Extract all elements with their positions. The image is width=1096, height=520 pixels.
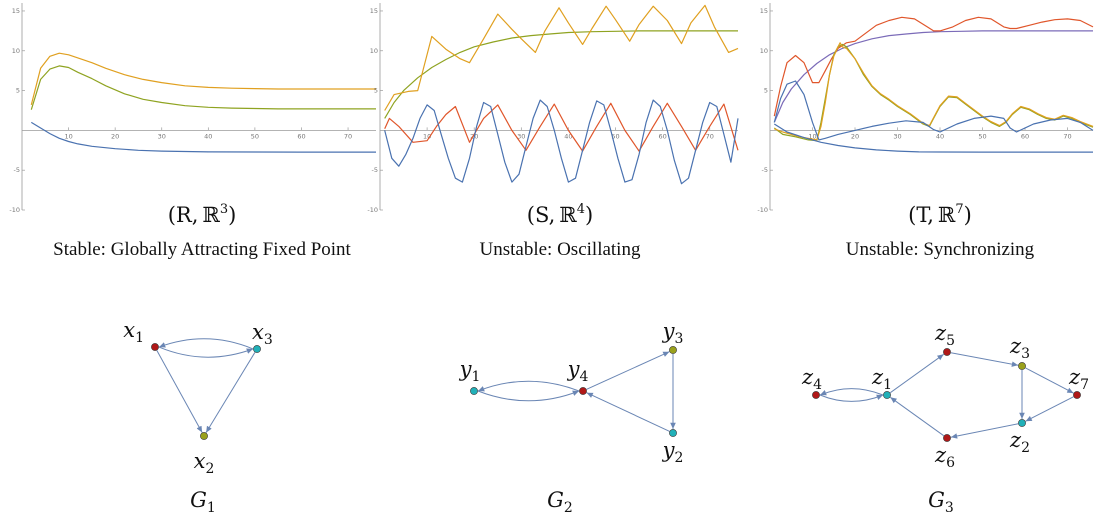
x-tick-label: 30 [893, 132, 901, 140]
edge-y2-y4 [587, 393, 670, 432]
node-y4 [579, 387, 586, 394]
node-label-x2: x2 [194, 449, 215, 477]
y-tick-label: -5 [372, 166, 378, 174]
y-tick-label: -10 [9, 206, 20, 214]
edge-y1-y4 [478, 391, 579, 401]
graph-g1: x1 x3 x2 [123, 318, 273, 477]
series-line-red [385, 103, 738, 151]
series-line-orange [774, 43, 1093, 140]
node-label-z3: z3 [1009, 334, 1030, 362]
series-line-blue [774, 124, 1093, 152]
edge-z3-z7 [1026, 368, 1074, 393]
node-label-x1: x1 [123, 318, 144, 346]
node-label-z4: z4 [801, 365, 822, 393]
graph-label-g1: G1 [190, 488, 216, 516]
edge-z4-z1 [820, 395, 883, 401]
x-tick-label: 40 [204, 132, 212, 140]
node-label-y3: y3 [662, 319, 684, 347]
y-tick-label: -10 [757, 206, 768, 214]
y-tick-label: 10 [12, 47, 20, 55]
edge-z2-z6 [951, 424, 1018, 437]
node-label-y2: y2 [662, 438, 684, 466]
x-tick-label: 70 [1063, 132, 1071, 140]
y-tick-label: -5 [762, 166, 768, 174]
edge-x1-x3 [159, 347, 253, 357]
edge-z1-z5 [890, 354, 943, 392]
x-tick-label: 40 [564, 132, 572, 140]
series-line-orange [31, 53, 376, 105]
x-tick-label: 10 [64, 132, 72, 140]
node-x1 [151, 343, 158, 350]
x-tick-label: 50 [978, 132, 986, 140]
graph-label-g2: G2 [547, 488, 573, 516]
plot-panel-t7: -10 -5 5 10 15 10 20 30 40 50 60 70 [757, 3, 1093, 214]
node-label-y1: y1 [459, 357, 481, 385]
y-tick-label: 5 [16, 87, 20, 95]
node-label-z2: z2 [1009, 428, 1030, 456]
edge-y4-y1 [478, 381, 579, 391]
series-line-olive [385, 31, 738, 119]
node-label-x3: x3 [252, 320, 273, 348]
x-tick-label: 60 [658, 132, 666, 140]
y-tick-label: 10 [370, 47, 378, 55]
node-y2 [669, 429, 676, 436]
x-tick-label: 70 [344, 132, 352, 140]
node-z5 [943, 348, 950, 355]
edge-y4-y3 [587, 352, 670, 390]
node-label-z1: z1 [871, 365, 892, 393]
edge-z7-z2 [1026, 397, 1074, 421]
graph-g2: y1 y4 y3 y2 [459, 319, 684, 466]
x-tick-label: 60 [297, 132, 305, 140]
x-tick-label: 30 [158, 132, 166, 140]
x-tick-label: 20 [111, 132, 119, 140]
plot-title-t7: (T, ℝ7) [908, 202, 972, 227]
node-z6 [943, 434, 950, 441]
plot-caption-r3: Stable: Globally Attracting Fixed Point [53, 239, 351, 260]
node-z3 [1018, 362, 1025, 369]
node-y1 [470, 387, 477, 394]
plot-title-s4: (S, ℝ4) [527, 202, 593, 227]
x-tick-label: 70 [706, 132, 714, 140]
y-tick-label: -10 [367, 206, 378, 214]
edge-z1-z4 [820, 389, 883, 395]
y-tick-label: 5 [374, 87, 378, 95]
edge-z6-z1 [890, 397, 943, 435]
node-y3 [669, 346, 676, 353]
node-x3 [253, 345, 260, 352]
y-tick-label: 10 [760, 47, 768, 55]
node-label-z6: z6 [934, 443, 955, 471]
edge-x3-x2 [206, 352, 255, 432]
y-tick-label: 15 [370, 7, 378, 15]
y-tick-label: -5 [14, 166, 20, 174]
node-label-y4: y4 [567, 357, 589, 385]
y-tick-label: 15 [12, 7, 20, 15]
x-tick-label: 60 [1021, 132, 1029, 140]
node-label-z7: z7 [1068, 365, 1089, 393]
plot-caption-s4: Unstable: Oscillating [480, 239, 641, 260]
x-tick-label: 50 [251, 132, 259, 140]
node-label-z5: z5 [934, 321, 955, 349]
graph-g3: z4 z1 z5 z3 z7 z2 z6 [801, 321, 1089, 471]
edge-z5-z3 [951, 353, 1018, 366]
x-tick-label: 40 [936, 132, 944, 140]
edge-x3-x1 [159, 339, 253, 349]
series-line-blue [774, 81, 1093, 140]
plot-panel-r3: -10 -5 5 10 15 10 20 30 40 50 60 70 [9, 3, 376, 214]
series-line-orange [385, 5, 738, 110]
series-line-olive [774, 44, 1093, 140]
edge-x1-x2 [157, 351, 202, 433]
series-line-olive [31, 66, 376, 110]
x-tick-label: 20 [851, 132, 859, 140]
y-tick-label: 5 [764, 87, 768, 95]
plot-title-r3: (R, ℝ3) [168, 202, 237, 227]
series-line-blue [385, 100, 738, 184]
plot-caption-t7: Unstable: Synchronizing [846, 239, 1035, 260]
graph-label-g3: G3 [928, 488, 954, 516]
y-tick-label: 15 [760, 7, 768, 15]
node-x2 [200, 432, 207, 439]
node-z2 [1018, 419, 1025, 426]
